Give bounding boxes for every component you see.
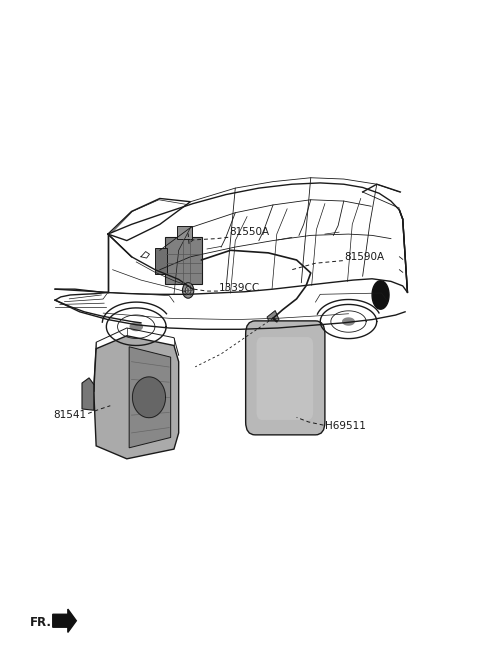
Polygon shape xyxy=(130,323,143,331)
Text: 81541: 81541 xyxy=(54,410,87,420)
Polygon shape xyxy=(53,609,76,632)
FancyBboxPatch shape xyxy=(165,237,202,284)
Polygon shape xyxy=(129,347,171,448)
Text: H69511: H69511 xyxy=(325,421,366,432)
Bar xyxy=(267,310,279,326)
Polygon shape xyxy=(82,378,94,410)
Polygon shape xyxy=(132,377,166,418)
Circle shape xyxy=(182,283,194,298)
Circle shape xyxy=(185,287,191,295)
FancyBboxPatch shape xyxy=(246,321,325,435)
Text: 81590A: 81590A xyxy=(345,252,385,262)
Text: 1339CC: 1339CC xyxy=(219,283,261,293)
Polygon shape xyxy=(343,318,354,325)
FancyBboxPatch shape xyxy=(177,226,192,239)
Polygon shape xyxy=(372,281,389,309)
Text: 81550A: 81550A xyxy=(229,228,269,237)
Text: FR.: FR. xyxy=(30,615,52,628)
FancyBboxPatch shape xyxy=(155,248,168,274)
Polygon shape xyxy=(94,336,179,459)
FancyBboxPatch shape xyxy=(256,337,313,420)
